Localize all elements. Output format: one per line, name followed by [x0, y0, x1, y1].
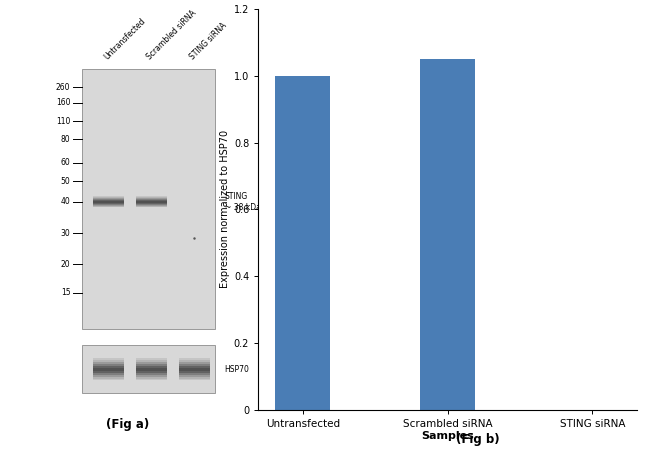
Bar [136, 203, 167, 204]
Bar [93, 199, 124, 200]
Bar [179, 369, 209, 371]
Text: (Fig b): (Fig b) [456, 433, 500, 446]
Bar [93, 200, 124, 201]
Bar [136, 368, 167, 369]
Bar [82, 69, 215, 329]
Bar [93, 371, 124, 373]
Bar [136, 366, 167, 368]
Bar [93, 197, 124, 198]
Bar [93, 201, 124, 202]
Text: 50: 50 [60, 177, 70, 186]
Bar [179, 368, 209, 369]
Text: STING
~ 38 kDa: STING ~ 38 kDa [225, 192, 261, 212]
Bar [136, 364, 167, 366]
Bar [136, 359, 167, 360]
Text: 110: 110 [56, 117, 70, 126]
Text: 60: 60 [60, 158, 70, 167]
Text: Scrambled siRNA: Scrambled siRNA [145, 8, 198, 61]
Bar [93, 373, 124, 375]
Bar [93, 360, 124, 362]
Text: 40: 40 [60, 197, 70, 207]
Bar [93, 196, 124, 197]
Bar [179, 377, 209, 379]
Bar [136, 200, 167, 201]
Bar [136, 204, 167, 205]
Text: STING siRNA: STING siRNA [188, 20, 228, 61]
Bar [93, 377, 124, 379]
Bar [93, 206, 124, 207]
X-axis label: Samples: Samples [421, 431, 474, 441]
Bar [93, 359, 124, 360]
Bar [93, 205, 124, 206]
Y-axis label: Expression normalized to HSP70: Expression normalized to HSP70 [220, 130, 229, 288]
Text: 160: 160 [56, 98, 70, 107]
Bar [136, 199, 167, 200]
Bar [179, 366, 209, 368]
Bar [93, 364, 124, 366]
Text: HSP70: HSP70 [225, 365, 250, 374]
Text: 15: 15 [61, 288, 70, 298]
Bar [136, 202, 167, 203]
Bar [136, 377, 167, 379]
Bar [136, 196, 167, 197]
Bar [179, 362, 209, 364]
Text: 30: 30 [60, 228, 70, 238]
Text: 260: 260 [56, 83, 70, 92]
Bar [93, 204, 124, 205]
Bar [179, 379, 209, 380]
Bar [93, 368, 124, 369]
Bar [179, 375, 209, 377]
Text: Untransfected: Untransfected [102, 16, 147, 61]
Text: 80: 80 [61, 135, 70, 144]
Bar [136, 375, 167, 377]
Text: (Fig a): (Fig a) [107, 418, 150, 430]
Bar [93, 198, 124, 199]
Bar [420, 59, 475, 410]
Bar [179, 373, 209, 375]
Bar [93, 369, 124, 371]
Bar [136, 360, 167, 362]
Bar [136, 206, 167, 207]
Bar [136, 371, 167, 373]
Bar [136, 373, 167, 375]
Bar [136, 362, 167, 364]
Bar [179, 364, 209, 366]
Bar [136, 205, 167, 206]
Bar [136, 379, 167, 380]
Bar [93, 375, 124, 377]
Bar [93, 203, 124, 204]
Bar [93, 202, 124, 203]
Bar [82, 345, 215, 394]
Bar [136, 198, 167, 199]
Bar [93, 379, 124, 380]
Bar [179, 371, 209, 373]
Bar [93, 366, 124, 368]
Bar [276, 76, 330, 410]
Bar [136, 197, 167, 198]
Bar [179, 359, 209, 360]
Bar [179, 360, 209, 362]
Bar [136, 369, 167, 371]
Bar [93, 362, 124, 364]
Text: 20: 20 [61, 260, 70, 269]
Bar [136, 201, 167, 202]
